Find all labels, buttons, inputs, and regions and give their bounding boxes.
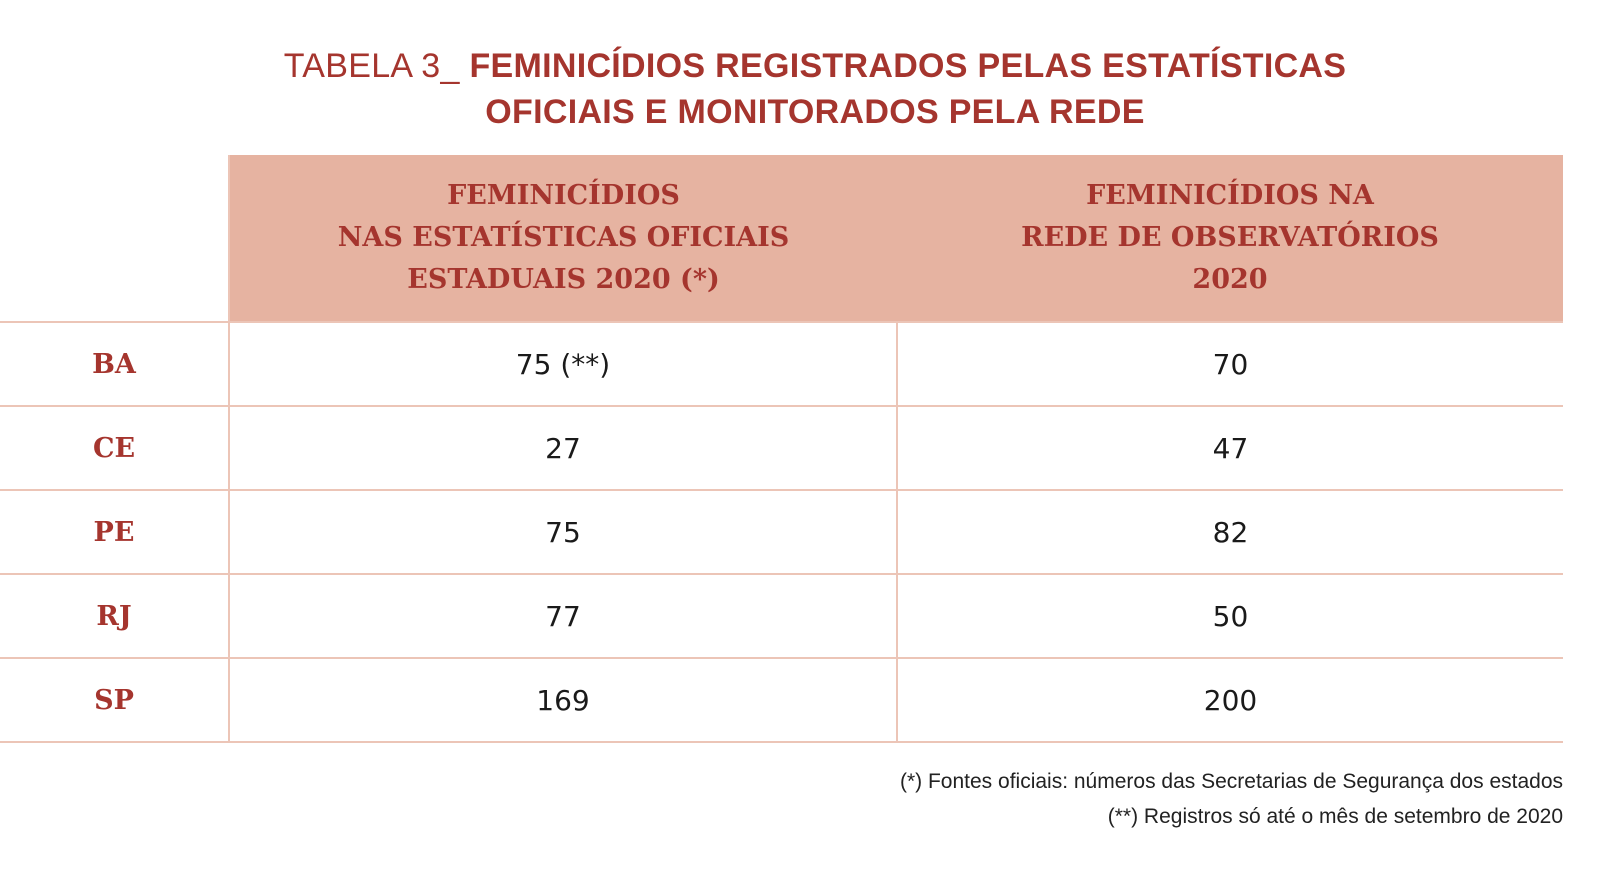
official-value-cell: 75 (**) — [228, 321, 898, 407]
official-value-cell: 75 — [228, 490, 898, 575]
header-line: REDE DE OBSERVATÓRIOS — [1021, 222, 1439, 253]
table-row: BA 75 (**) 70 — [0, 321, 1563, 407]
network-value-cell: 47 — [897, 406, 1563, 491]
header-row: FEMINICÍDIOS NAS ESTATÍSTICAS OFICIAIS E… — [0, 155, 1563, 322]
network-value-cell: 82 — [897, 490, 1563, 575]
footnote-records-until-september: (**) Registros só até o mês de setembro … — [1107, 805, 1563, 828]
state-cell: RJ — [0, 574, 229, 659]
official-value-cell: 169 — [228, 658, 898, 743]
state-cell: SP — [0, 658, 229, 743]
table-row: SP 169 200 — [0, 658, 1563, 743]
footnotes: (*) Fontes oficiais: números das Secreta… — [900, 764, 1563, 834]
header-network-stats: FEMINICÍDIOS NA REDE DE OBSERVATÓRIOS 20… — [897, 155, 1563, 322]
table-row: PE 75 82 — [0, 490, 1563, 575]
table-title: TABELA 3_ FEMINICÍDIOS REGISTRADOS PELAS… — [0, 43, 1600, 89]
header-line: NAS ESTATÍSTICAS OFICIAIS — [337, 222, 790, 253]
table-row: CE 27 47 — [0, 406, 1563, 491]
network-value-cell: 200 — [897, 658, 1563, 743]
header-line: ESTADUAIS 2020 (*) — [407, 264, 720, 295]
state-cell: PE — [0, 490, 229, 575]
table-title-line-2: OFICIAIS E MONITORADOS PELA REDE — [485, 93, 1145, 131]
official-value-cell: 77 — [228, 574, 898, 659]
header-line: FEMINICÍDIOS — [447, 180, 680, 211]
data-table: FEMINICÍDIOS NAS ESTATÍSTICAS OFICIAIS E… — [0, 155, 1563, 743]
footnote-official-sources: (*) Fontes oficiais: números das Secreta… — [899, 770, 1563, 793]
header-corner — [0, 155, 229, 322]
network-value-cell: 50 — [897, 574, 1563, 659]
header-official-stats: FEMINICÍDIOS NAS ESTATÍSTICAS OFICIAIS E… — [228, 155, 897, 322]
table-title-line-1: FEMINICÍDIOS REGISTRADOS PELAS ESTATÍSTI… — [469, 47, 1347, 85]
header-line: 2020 — [1192, 264, 1268, 295]
table-title-prefix: TABELA 3_ — [283, 47, 470, 85]
state-cell: BA — [0, 321, 229, 407]
table-row: RJ 77 50 — [0, 574, 1563, 659]
network-value-cell: 70 — [897, 321, 1563, 407]
state-cell: CE — [0, 406, 229, 491]
header-line: FEMINICÍDIOS NA — [1086, 180, 1374, 211]
official-value-cell: 27 — [228, 406, 898, 491]
table-title-continued: OFICIAIS E MONITORADOS PELA REDE — [0, 89, 1600, 135]
